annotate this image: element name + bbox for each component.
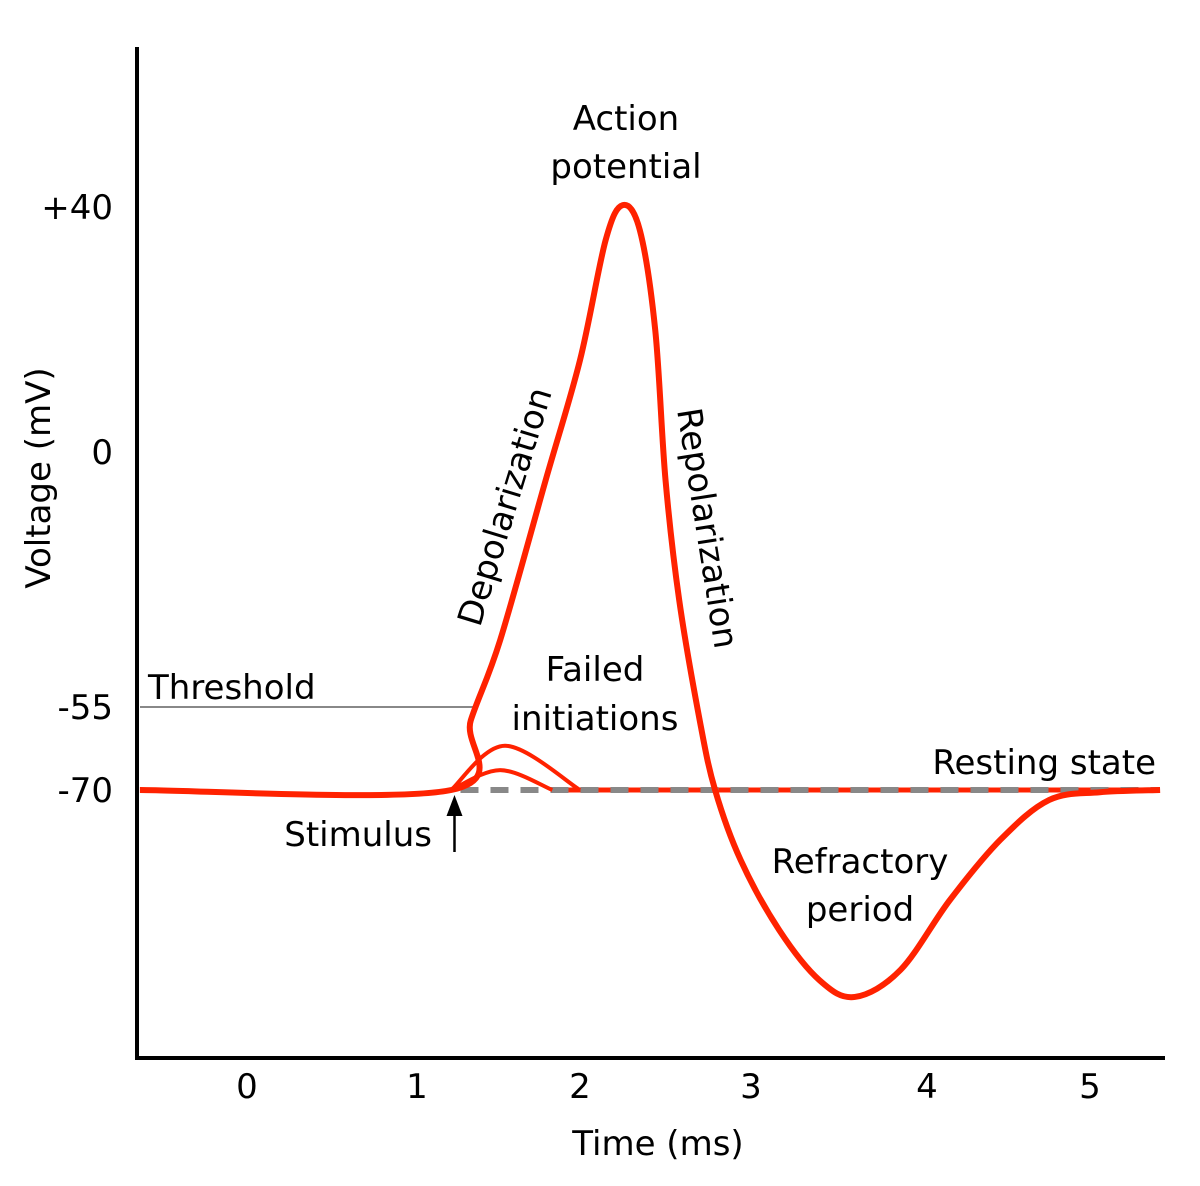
threshold-label: Threshold bbox=[147, 668, 316, 708]
failed-initiations-label-2: initiations bbox=[512, 699, 679, 739]
y-axis-label: Voltage (mV) bbox=[19, 367, 59, 588]
failed-initiation-curve-1 bbox=[449, 743, 582, 792]
x-tick-label: 0 bbox=[236, 1067, 258, 1107]
action-potential-curve bbox=[139, 201, 1161, 1001]
x-tick-label: 3 bbox=[740, 1067, 762, 1107]
refractory-label-1: Refractory bbox=[772, 842, 949, 882]
y-tick-label: -70 bbox=[57, 771, 113, 811]
refractory-label-2: period bbox=[806, 890, 914, 930]
depolarization-label: Depolarization bbox=[450, 383, 560, 631]
x-tick-label: 4 bbox=[916, 1067, 938, 1107]
x-axis-label: Time (ms) bbox=[571, 1124, 743, 1164]
x-tick-label: 1 bbox=[406, 1067, 428, 1107]
y-tick-label: +40 bbox=[41, 188, 113, 228]
y-tick-label: -55 bbox=[57, 688, 113, 728]
x-tick-label: 2 bbox=[569, 1067, 591, 1107]
resting-state-label: Resting state bbox=[932, 743, 1156, 783]
failed-initiations-label-1: Failed bbox=[546, 650, 645, 690]
action-potential-label-2: potential bbox=[550, 147, 701, 187]
x-tick-label: 5 bbox=[1079, 1067, 1101, 1107]
y-tick-label: 0 bbox=[91, 433, 113, 473]
stimulus-label: Stimulus bbox=[284, 815, 432, 855]
stimulus-arrow-icon bbox=[446, 795, 463, 816]
action-potential-label-1: Action bbox=[573, 99, 679, 139]
